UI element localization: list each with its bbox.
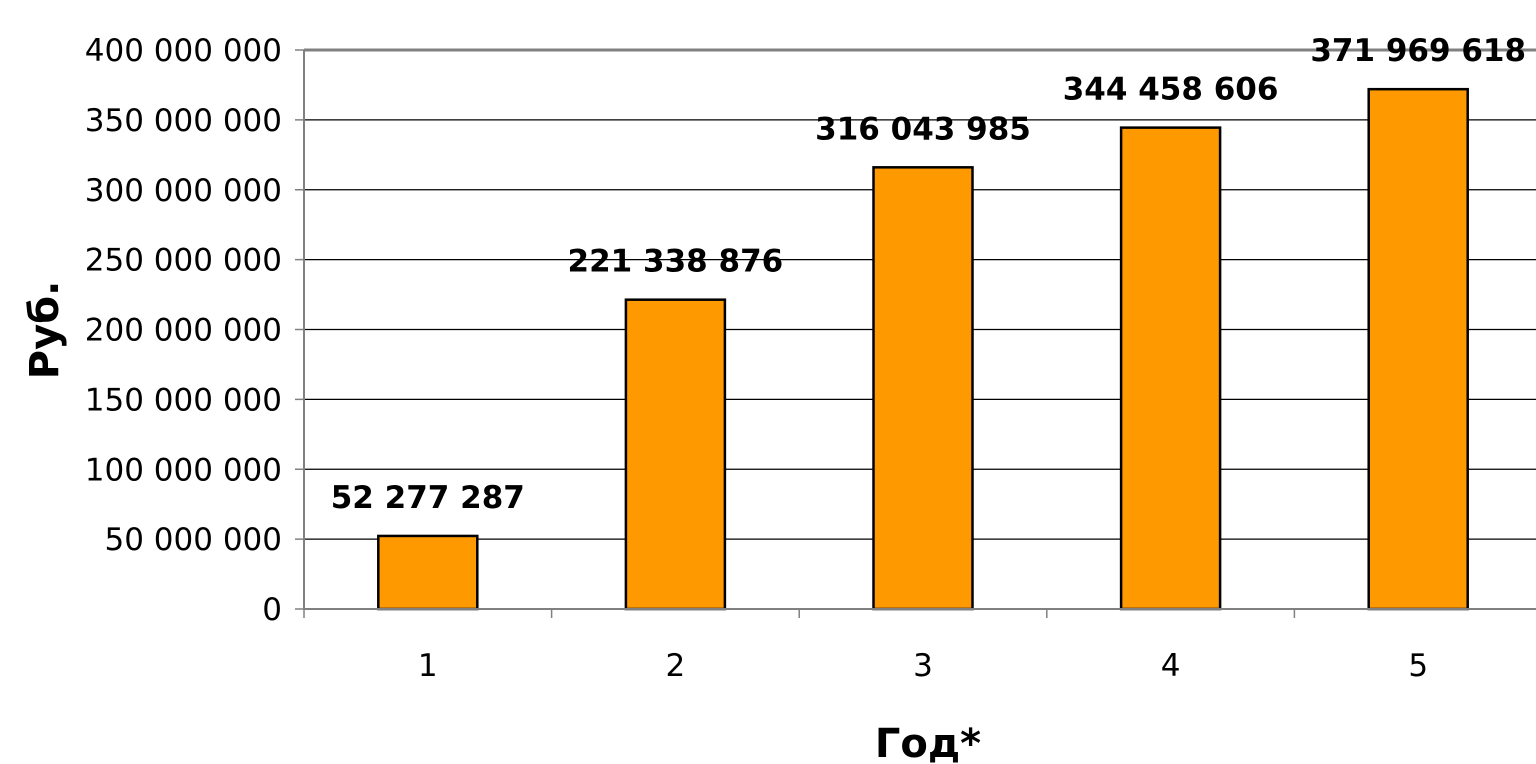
data-label: 316 043 985	[815, 111, 1031, 147]
y-tick-label: 100 000 000	[85, 452, 282, 488]
y-tick-label: 150 000 000	[85, 382, 282, 418]
data-label: 344 458 606	[1063, 72, 1279, 108]
y-tick-label: 350 000 000	[85, 103, 282, 139]
x-tick-label: 4	[1161, 648, 1181, 684]
data-label: 221 338 876	[568, 244, 784, 280]
bar	[624, 298, 727, 611]
x-tick-label: 1	[418, 648, 438, 684]
axes: 0 50 000 000 100 000 000 150 000 000 200 000…	[85, 33, 1536, 684]
x-tick-label: 3	[913, 648, 933, 684]
y-axis-title: Руб.	[22, 281, 68, 380]
data-labels: 52 277 287 221 338 876 316 043 985 344 458 …	[331, 33, 1526, 516]
y-tick-label: 250 000 000	[85, 243, 282, 279]
x-tick-label: 5	[1408, 648, 1428, 684]
x-tick-label: 2	[666, 648, 686, 684]
x-axis-title: Год*	[875, 721, 981, 764]
bar	[377, 534, 479, 611]
y-tick-label: 300 000 000	[85, 173, 282, 209]
y-tick-label: 0	[262, 592, 282, 628]
data-label: 52 277 287	[331, 480, 525, 516]
y-tick-label: 200 000 000	[85, 313, 282, 349]
bars	[377, 87, 1469, 611]
y-tick-label: 400 000 000	[85, 33, 282, 69]
data-label: 371 969 618	[1310, 33, 1526, 69]
bar	[1119, 126, 1222, 611]
y-tick-label: 50 000 000	[105, 522, 283, 558]
bar	[872, 166, 974, 611]
bar	[1367, 87, 1469, 611]
